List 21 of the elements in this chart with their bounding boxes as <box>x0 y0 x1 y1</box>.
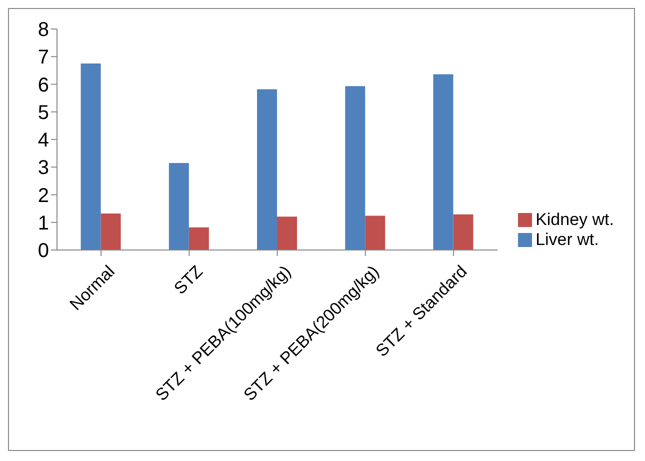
bar <box>80 64 101 250</box>
bar <box>188 227 209 250</box>
y-tick-label: 1 <box>38 212 49 234</box>
y-tick-label: 8 <box>38 19 49 42</box>
y-tick-label: 0 <box>38 240 49 262</box>
bar <box>168 162 189 250</box>
y-tick-label: 7 <box>38 46 49 69</box>
y-tick-label: 6 <box>38 74 49 96</box>
bar <box>433 74 454 250</box>
legend-label: Kidney wt. <box>536 210 614 228</box>
bar <box>453 214 474 250</box>
y-tick-label: 2 <box>38 184 49 207</box>
bar <box>100 214 121 250</box>
y-tick-label: 4 <box>38 130 49 152</box>
y-tick-label: 3 <box>38 157 49 180</box>
bar <box>365 216 386 250</box>
bar <box>257 89 278 250</box>
bar <box>277 216 298 250</box>
bar <box>345 86 366 250</box>
legend-label: Liver wt. <box>536 230 599 248</box>
y-tick-label: 5 <box>38 102 49 124</box>
